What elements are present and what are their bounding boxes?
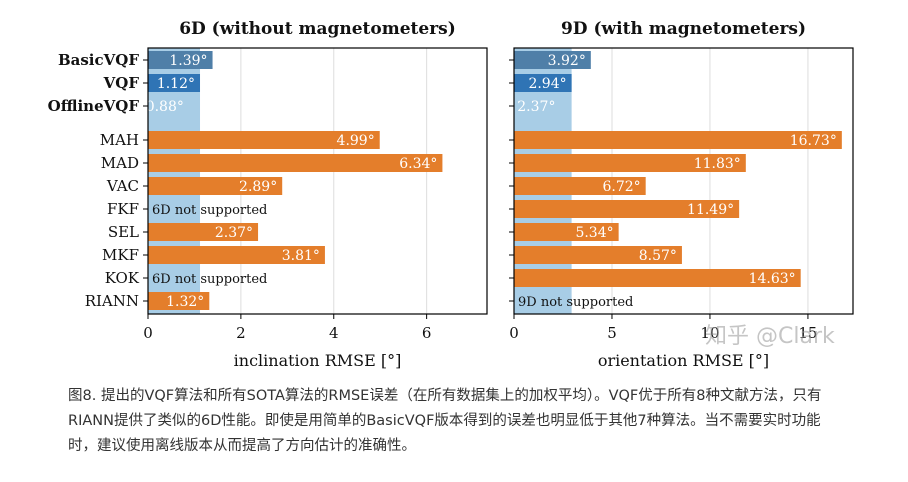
bar-mah bbox=[514, 131, 842, 149]
bar-basicvqf bbox=[148, 51, 213, 69]
bar-mah bbox=[148, 131, 380, 149]
category-label: SEL bbox=[108, 223, 139, 241]
bar-mad bbox=[148, 154, 443, 172]
bar-value-label: 5.34° bbox=[575, 225, 613, 241]
x-tick-label: 5 bbox=[607, 324, 617, 342]
bar-value-label: 0.88° bbox=[146, 99, 184, 115]
category-label: VAC bbox=[106, 177, 139, 195]
x-axis-label: orientation RMSE [°] bbox=[598, 351, 769, 370]
chart-panel-0: 1.39° BasicVQF 1.12° VQF 0.88° OfflineVQF 4.99… bbox=[48, 19, 488, 370]
bar-value-label: 16.73° bbox=[790, 133, 837, 149]
watermark-text: 知乎 @Clark bbox=[705, 324, 835, 349]
bar-value-label: 1.32° bbox=[166, 294, 204, 310]
not-supported-label: 6D not supported bbox=[152, 203, 267, 218]
bar-value-label: 11.83° bbox=[694, 156, 741, 172]
bar-value-label: 2.89° bbox=[239, 179, 277, 195]
bar-offlinevqf bbox=[514, 97, 561, 115]
bar-value-label: 2.94° bbox=[528, 76, 566, 92]
bar-value-label: 4.99° bbox=[337, 133, 375, 149]
x-axis-label: inclination RMSE [°] bbox=[234, 351, 402, 370]
bar-riann bbox=[148, 292, 210, 310]
category-label: MAH bbox=[100, 131, 139, 149]
category-label: FKF bbox=[107, 200, 139, 218]
x-tick-label: 0 bbox=[509, 324, 519, 342]
chart-title: 9D (with magnetometers) bbox=[561, 19, 806, 39]
bar-mkf bbox=[514, 246, 682, 264]
bar-mkf bbox=[148, 246, 325, 264]
x-tick-label: 0 bbox=[143, 324, 153, 342]
bar-value-label: 2.37° bbox=[517, 99, 555, 115]
category-label: BasicVQF bbox=[58, 51, 139, 69]
bar-value-label: 11.49° bbox=[687, 202, 734, 218]
bar-value-label: 1.12° bbox=[157, 76, 195, 92]
category-label: MKF bbox=[102, 246, 139, 264]
bar-value-label: 14.63° bbox=[749, 271, 796, 287]
bar-value-label: 6.34° bbox=[399, 156, 437, 172]
bar-fkf bbox=[514, 200, 740, 218]
figure-caption: 图8. 提出的VQF算法和所有SOTA算法的RMSE误差（在所有数据集上的加权平… bbox=[68, 388, 822, 454]
not-supported-label: 9D not supported bbox=[518, 295, 633, 310]
chart-panel-1: 3.92° 2.94° 2.37° 16.73° 11.83° 6.72° 11.49° 5.… bbox=[509, 19, 854, 370]
bar-mad bbox=[514, 154, 746, 172]
bar-value-label: 2.37° bbox=[215, 225, 253, 241]
bar-value-label: 6.72° bbox=[603, 179, 641, 195]
not-supported-label: 6D not supported bbox=[152, 272, 267, 287]
bar-basicvqf bbox=[514, 51, 591, 69]
x-tick-label: 6 bbox=[422, 324, 432, 342]
bar-vqf bbox=[148, 74, 201, 92]
bar-value-label: 3.81° bbox=[282, 248, 320, 264]
axes-frame bbox=[147, 47, 488, 315]
bar-offlinevqf bbox=[148, 97, 189, 115]
axes-frame bbox=[513, 47, 854, 315]
bar-value-label: 1.39° bbox=[169, 53, 207, 69]
x-tick-label: 15 bbox=[798, 324, 817, 342]
bar-vqf bbox=[514, 74, 572, 92]
bar-sel bbox=[148, 223, 259, 241]
x-tick-label: 2 bbox=[236, 324, 246, 342]
x-tick-label: 10 bbox=[700, 324, 719, 342]
category-label: MAD bbox=[101, 154, 139, 172]
bar-kok bbox=[514, 269, 801, 287]
bar-vac bbox=[514, 177, 646, 195]
bar-value-label: 3.92° bbox=[548, 53, 586, 69]
x-tick-label: 4 bbox=[329, 324, 339, 342]
category-label: RIANN bbox=[85, 292, 139, 310]
bar-vac bbox=[148, 177, 283, 195]
category-label: VQF bbox=[103, 74, 140, 92]
bar-value-label: 8.57° bbox=[639, 248, 677, 264]
category-label: KOK bbox=[105, 269, 140, 287]
bar-sel bbox=[514, 223, 619, 241]
chart-title: 6D (without magnetometers) bbox=[179, 19, 456, 39]
category-label: OfflineVQF bbox=[48, 97, 140, 115]
figure: 1.39° BasicVQF 1.12° VQF 0.88° OfflineVQF 4.99… bbox=[48, 19, 854, 370]
